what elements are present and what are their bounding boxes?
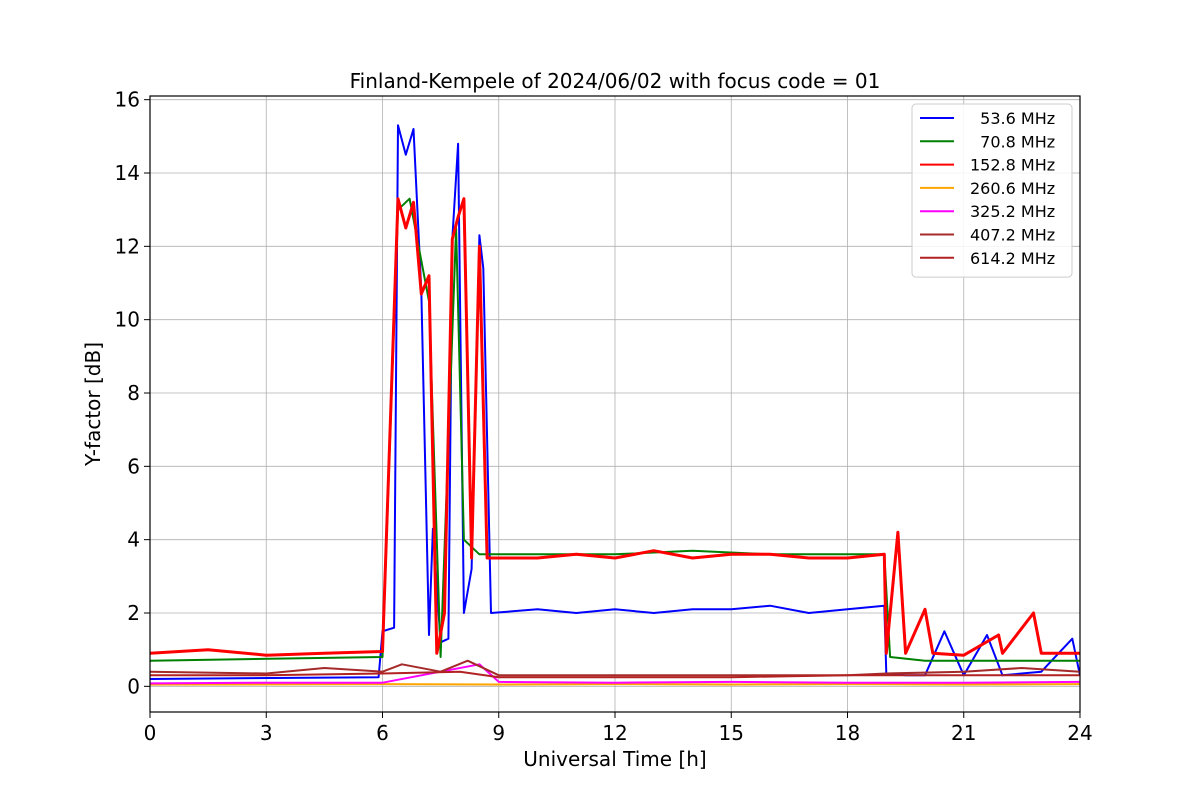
legend-label: 407.2 MHz (970, 226, 1055, 245)
y-tick-label: 10 (115, 308, 140, 332)
x-tick-label: 3 (260, 721, 273, 745)
x-tick-label: 9 (492, 721, 505, 745)
x-tick-label: 24 (1067, 721, 1092, 745)
legend-label: 325.2 MHz (970, 202, 1055, 221)
legend-label: 70.8 MHz (970, 132, 1055, 151)
x-tick-label: 12 (602, 721, 627, 745)
y-tick-label: 0 (127, 674, 140, 698)
x-tick-label: 15 (719, 721, 744, 745)
x-tick-label: 6 (376, 721, 389, 745)
y-tick-label: 6 (127, 454, 140, 478)
chart-title: Finland-Kempele of 2024/06/02 with focus… (350, 69, 881, 93)
series-layer (150, 124, 1080, 686)
y-tick-label: 16 (115, 88, 140, 112)
y-tick-label: 4 (127, 528, 140, 552)
x-tick-label: 21 (951, 721, 976, 745)
x-tick-label: 18 (835, 721, 860, 745)
y-tick-label: 14 (115, 161, 140, 185)
legend-label: 152.8 MHz (970, 156, 1055, 175)
legend: 53.6 MHz 70.8 MHz 152.8 MHz 260.6 MHz 325.2… (911, 103, 1073, 278)
series-line-4 (150, 663, 1080, 685)
x-axis-label: Universal Time [h] (523, 747, 706, 771)
legend-label: 614.2 MHz (970, 249, 1055, 268)
series-line-2 (150, 197, 1080, 657)
series-line-0 (150, 124, 1080, 680)
x-tick-label: 0 (144, 721, 157, 745)
series-line-1 (150, 197, 1080, 662)
legend-label: 260.6 MHz (970, 179, 1055, 198)
y-tick-label: 8 (127, 381, 140, 405)
legend-label: 53.6 MHz (970, 109, 1055, 128)
series-line-6 (150, 670, 1080, 679)
y-tick-label: 12 (115, 234, 140, 258)
y-tick-label: 2 (127, 601, 140, 625)
series-line-5 (150, 659, 1080, 677)
y-axis-label: Y-factor [dB] (81, 342, 105, 467)
